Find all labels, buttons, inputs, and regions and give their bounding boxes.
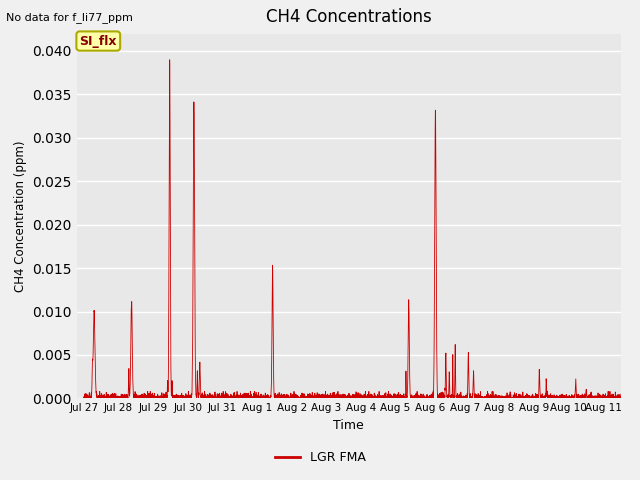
Text: SI_flx: SI_flx [79,35,117,48]
X-axis label: Time: Time [333,419,364,432]
Y-axis label: CH4 Concentration (ppm): CH4 Concentration (ppm) [14,140,27,292]
Title: CH4 Concentrations: CH4 Concentrations [266,9,431,26]
Legend: LGR FMA: LGR FMA [269,446,371,469]
Text: No data for f_li77_ppm: No data for f_li77_ppm [6,12,133,23]
